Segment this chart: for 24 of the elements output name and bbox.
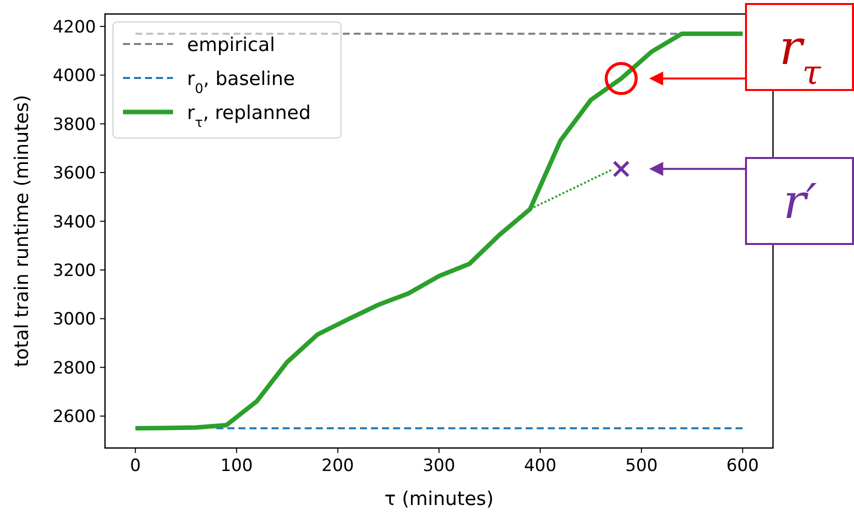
x-tick-label: 500: [625, 456, 658, 476]
x-tick-label: 600: [726, 456, 759, 476]
y-tick-label: 4000: [52, 66, 96, 86]
legend-label: r$_{0}$, baseline: [187, 68, 295, 96]
text: r′: [783, 174, 818, 230]
y-tick-label: 3000: [52, 310, 96, 330]
legend-label: r$_{τ}$, replanned: [187, 102, 311, 130]
y-tick-label: 3800: [52, 114, 96, 135]
y-tick-label: 3200: [52, 260, 96, 281]
y-axis-title: total train runtime (minutes): [11, 94, 33, 368]
y-tick-label: 4200: [52, 17, 96, 38]
x-axis-title: τ (minutes): [384, 488, 494, 510]
legend-label: empirical: [187, 34, 275, 56]
x-tick-label: 400: [524, 456, 556, 476]
x-tick-label: 200: [322, 456, 354, 476]
y-tick-label: 2600: [52, 407, 96, 428]
y-tick-label: 3400: [52, 212, 96, 232]
y-tick-label: 2800: [52, 358, 96, 378]
y-tick-label: 3600: [52, 164, 96, 184]
x-tick-label: 100: [220, 456, 253, 476]
x-tick-label: 300: [422, 456, 456, 476]
text: r$_{τ}$: [779, 20, 822, 92]
x-tick-label: 0: [130, 456, 141, 476]
line-series: [133, 31, 745, 431]
